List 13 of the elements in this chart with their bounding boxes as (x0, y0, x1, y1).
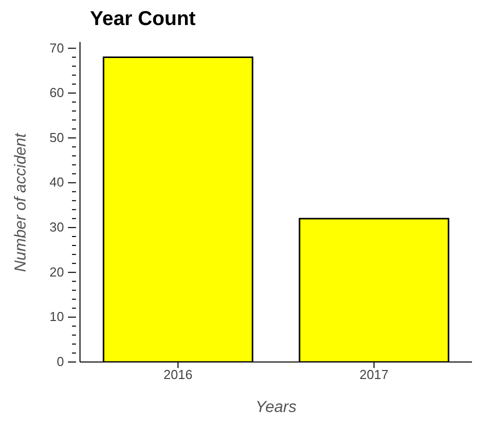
y-tick-label: 40 (50, 174, 64, 190)
y-tick-label: 60 (50, 85, 64, 100)
y-tick-label: 50 (50, 130, 64, 145)
y-tick-label: 0 (56, 354, 64, 369)
y-tick-label: 70 (50, 40, 64, 56)
y-tick-label: 10 (50, 309, 64, 324)
y-axis-title: Number of accident (12, 132, 30, 272)
x-tick-label: 2017 (360, 367, 388, 382)
chart-title: Year Count (90, 8, 197, 32)
x-axis-title: Years (256, 399, 296, 416)
x-tick-label: 2016 (164, 367, 192, 382)
y-tick-label: 30 (50, 220, 64, 235)
y-tick-label: 20 (50, 264, 64, 280)
